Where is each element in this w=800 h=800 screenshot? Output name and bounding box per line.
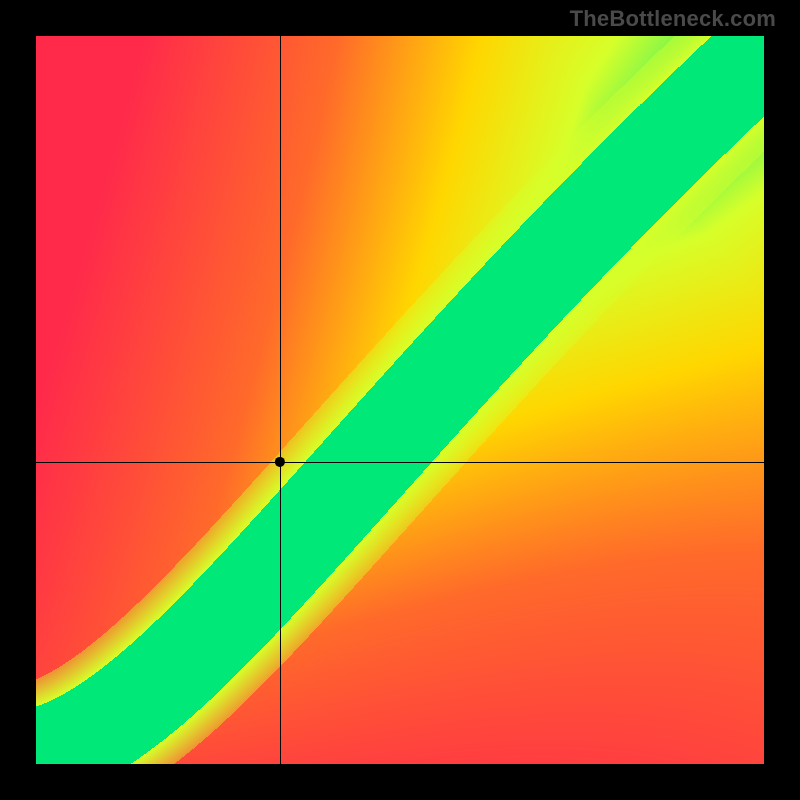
chart-container: TheBottleneck.com [0,0,800,800]
watermark-label: TheBottleneck.com [570,6,776,32]
bottleneck-heatmap-canvas [0,0,800,800]
